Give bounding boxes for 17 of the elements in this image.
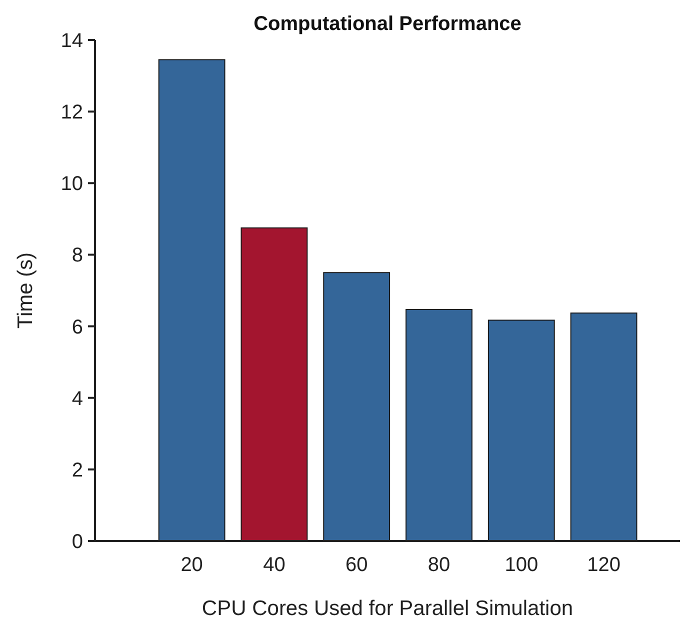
y-tick-label: 14 [60, 30, 83, 52]
x-tick-label: 40 [263, 554, 286, 576]
y-tick-label: 0 [72, 531, 83, 553]
y-tick-label: 12 [60, 102, 83, 124]
x-tick-label: 60 [345, 554, 368, 576]
x-tick-label: 100 [504, 554, 538, 576]
y-tick-label: 6 [72, 316, 83, 338]
x-tick-label: 120 [587, 554, 620, 576]
x-tick-label: 80 [428, 554, 450, 576]
y-tick-label: 8 [72, 244, 83, 267]
y-axis-title: Time (s) [14, 252, 37, 329]
y-tick-label: 2 [72, 459, 83, 482]
x-axis-title: CPU Cores Used for Parallel Simulation [202, 597, 574, 620]
y-tick-label: 10 [60, 173, 83, 196]
y-tick-label: 4 [72, 388, 83, 410]
x-tick-label: 20 [180, 554, 203, 576]
chart-title: Computational Performance [254, 13, 522, 35]
